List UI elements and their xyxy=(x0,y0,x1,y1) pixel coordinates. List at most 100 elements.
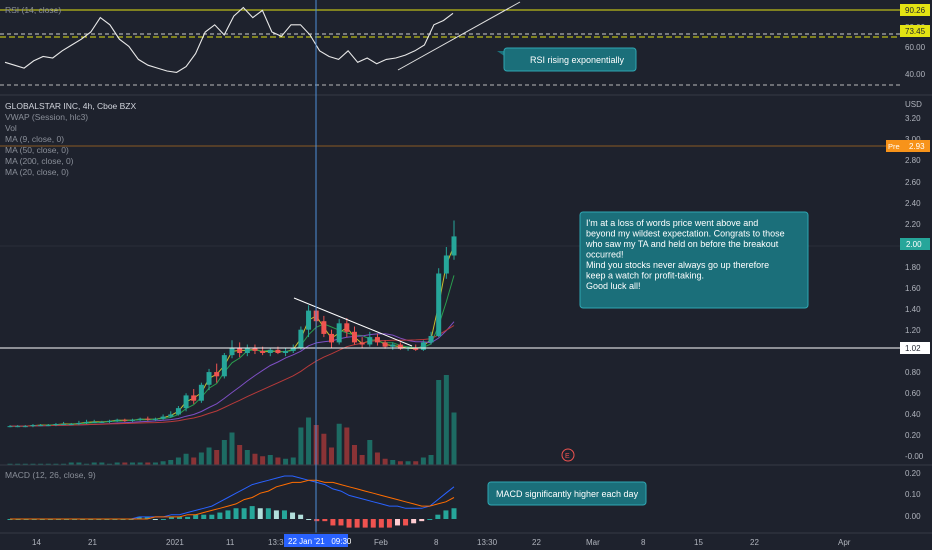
price-annotation[interactable]: I'm at a loss of words price went above … xyxy=(579,211,809,309)
indicator-ma200[interactable]: MA (200, close, 0) xyxy=(5,156,74,166)
candle-body xyxy=(38,425,44,427)
macd-pane[interactable]: MACD (12, 26, close, 9) 0.20 0.10 0.00 M… xyxy=(5,469,921,528)
volume-bar xyxy=(160,461,166,465)
candle-body xyxy=(99,421,105,423)
volume-bar xyxy=(367,440,373,465)
svg-text:73.45: 73.45 xyxy=(905,27,926,36)
svg-text:2.60: 2.60 xyxy=(905,178,921,187)
rsi-annotation[interactable]: RSI rising exponentially xyxy=(497,47,637,72)
earnings-event-icon[interactable]: E xyxy=(561,448,575,462)
price-pane[interactable]: GLOBALSTAR INC, 4h, Cboe BZX VWAP (Sessi… xyxy=(0,100,930,465)
candle-body xyxy=(68,424,74,426)
volume-bar xyxy=(374,452,380,465)
indicator-ma9[interactable]: MA (9, close, 0) xyxy=(5,134,64,144)
descending-trendline[interactable] xyxy=(293,297,413,347)
macd-histogram-bar xyxy=(249,506,255,519)
time-axis[interactable]: 14 21 2021 11 13:30 Feb 8 13:30 22 Mar 8… xyxy=(0,532,932,547)
svg-text:13:30: 13:30 xyxy=(268,538,289,547)
svg-text:0.00: 0.00 xyxy=(905,512,921,521)
svg-text:1.80: 1.80 xyxy=(905,263,921,272)
candle-body xyxy=(237,347,243,353)
volume-bar xyxy=(351,445,357,465)
price-annotation-text: I'm at a loss of words price went above … xyxy=(585,218,785,291)
indicator-vwap[interactable]: VWAP (Session, hlc3) xyxy=(5,112,88,122)
svg-text:22: 22 xyxy=(750,538,759,547)
rsi-pane[interactable]: RSI (14, close) 80.00 60.00 40.00 90.26 … xyxy=(0,1,930,86)
rsi-trendline xyxy=(397,1,521,71)
volume-bar xyxy=(61,463,67,465)
rsi-tick-40: 40.00 xyxy=(905,70,926,79)
macd-histogram-bar xyxy=(451,508,457,519)
volume-bar xyxy=(30,463,36,465)
axis-unit: USD xyxy=(905,100,922,109)
volume-bar xyxy=(53,463,59,465)
macd-histogram-bar xyxy=(435,514,441,519)
macd-histogram-bar xyxy=(346,519,352,528)
svg-text:0.20: 0.20 xyxy=(905,469,921,478)
macd-histogram-bar xyxy=(257,508,263,519)
volume-bar xyxy=(152,462,158,465)
macd-annotation[interactable]: MACD significantly higher each day xyxy=(487,481,647,506)
crosshair-time-label: 22 Jan '21 09:30 xyxy=(284,534,352,547)
candle-body xyxy=(275,349,281,353)
volume-bar xyxy=(22,463,28,465)
macd-histogram-bar xyxy=(354,519,360,528)
svg-text:8: 8 xyxy=(434,538,439,547)
svg-text:11: 11 xyxy=(226,538,235,547)
indicator-ma50[interactable]: MA (50, close, 0) xyxy=(5,145,69,155)
svg-text:E: E xyxy=(565,453,570,460)
volume-bar xyxy=(390,460,396,465)
indicator-ma20[interactable]: MA (20, close, 0) xyxy=(5,167,69,177)
candle-body xyxy=(183,395,189,409)
indicator-vol[interactable]: Vol xyxy=(5,123,17,133)
pre-market-badge: Pre 2.93 xyxy=(886,140,930,152)
candle-body xyxy=(344,323,350,332)
candle-body xyxy=(30,425,36,427)
volume-bar xyxy=(244,450,250,465)
rsi-badge-upper: 90.26 xyxy=(900,4,930,16)
volume-bar xyxy=(107,463,113,465)
macd-histogram-bar xyxy=(427,519,433,520)
svg-text:2.93: 2.93 xyxy=(909,142,925,151)
rsi-label: RSI (14, close) xyxy=(5,5,61,15)
macd-histogram-bar xyxy=(322,519,328,522)
svg-text:1.40: 1.40 xyxy=(905,305,921,314)
volume-bar xyxy=(428,455,434,465)
volume-bar xyxy=(122,462,128,465)
volume-bar xyxy=(359,455,365,465)
svg-text:8: 8 xyxy=(641,538,646,547)
volume-bar xyxy=(229,432,235,465)
volume-bar xyxy=(175,457,181,465)
price-axis[interactable]: USD 3.20 3.00 2.80 2.60 2.40 2.20 1.80 1… xyxy=(905,100,924,461)
svg-text:0.10: 0.10 xyxy=(905,490,921,499)
candle-body xyxy=(214,372,220,377)
volume-bar xyxy=(413,461,419,465)
svg-text:14: 14 xyxy=(32,538,41,547)
svg-text:13:30: 13:30 xyxy=(477,538,498,547)
volume-bar xyxy=(191,457,197,465)
volume-bar xyxy=(283,458,289,465)
svg-text:MACD significantly higher each: MACD significantly higher each day xyxy=(496,489,639,499)
candle-body xyxy=(84,421,90,423)
volume-bar xyxy=(436,380,442,465)
candle-body xyxy=(91,421,97,423)
svg-text:2.20: 2.20 xyxy=(905,220,921,229)
volume-bar xyxy=(275,457,281,465)
candle-body xyxy=(451,236,457,256)
volume-bar xyxy=(38,463,44,465)
candle-body xyxy=(129,419,135,421)
volume-bar xyxy=(397,461,403,465)
volume-bar xyxy=(145,462,151,465)
macd-histogram-bar xyxy=(144,516,150,519)
macd-histogram-bar xyxy=(265,508,271,519)
rsi-tick-60: 60.00 xyxy=(905,43,926,52)
volume-bar xyxy=(306,417,312,465)
volume-bar xyxy=(237,445,243,465)
candle-body xyxy=(336,323,342,343)
volume-bar xyxy=(290,457,296,465)
candle-body xyxy=(175,408,181,415)
volume-bar xyxy=(336,423,342,465)
candle-body xyxy=(443,255,449,274)
